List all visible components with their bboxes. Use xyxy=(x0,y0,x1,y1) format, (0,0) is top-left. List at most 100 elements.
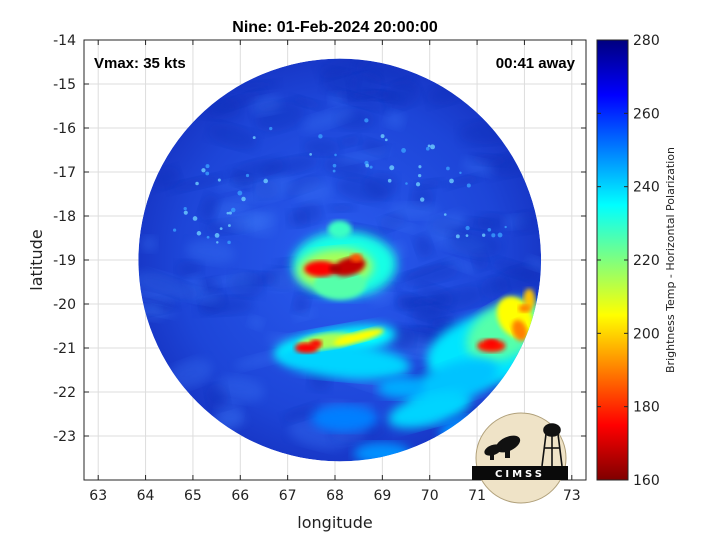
texture-speck xyxy=(415,182,421,187)
texture-speck xyxy=(205,164,210,169)
texture-speck xyxy=(231,207,236,213)
texture-speck xyxy=(206,235,210,239)
texture-patch xyxy=(416,179,444,189)
texture-speck xyxy=(332,169,336,173)
texture-patch xyxy=(247,316,264,330)
logo-text: CIMSS xyxy=(495,469,545,480)
texture-patch xyxy=(406,296,445,306)
texture-speck xyxy=(389,165,395,171)
x-tick-label: 71 xyxy=(468,488,486,504)
texture-patch xyxy=(185,239,236,265)
texture-patch xyxy=(292,294,310,314)
texture-patch xyxy=(331,90,388,112)
convection-blob xyxy=(377,376,425,399)
texture-patch xyxy=(410,186,434,209)
chart-title: Nine: 01-Feb-2024 20:00:00 xyxy=(232,19,438,36)
convection-blob xyxy=(327,220,352,238)
texture-speck xyxy=(172,228,177,232)
convection-blob xyxy=(313,268,366,300)
texture-patch xyxy=(228,158,285,183)
texture-speck xyxy=(369,165,373,169)
convection-blob xyxy=(304,260,338,277)
texture-speck xyxy=(405,182,408,185)
colorbar-ticks: 280 260 240 220 200 180 160 xyxy=(597,33,660,489)
texture-speck xyxy=(214,232,220,238)
texture-speck xyxy=(226,211,230,215)
texture-patch xyxy=(175,260,203,278)
texture-speck xyxy=(228,211,232,215)
feature-core-cold-cluster xyxy=(329,264,341,273)
feature-convection-northeast xyxy=(518,304,531,313)
texture-speck xyxy=(418,165,422,169)
texture-speck xyxy=(465,234,469,237)
x-tick-label: 69 xyxy=(373,488,391,504)
texture-patch xyxy=(291,96,322,109)
x-tick-label: 64 xyxy=(137,488,155,504)
logo-disc xyxy=(475,412,567,504)
texture-patch xyxy=(471,154,508,166)
texture-patch xyxy=(246,213,276,237)
texture-speck xyxy=(446,166,450,171)
texture-patch xyxy=(322,157,369,179)
y-tick-label: -19 xyxy=(53,253,76,269)
colorbar xyxy=(596,39,629,481)
texture-speck xyxy=(420,197,425,202)
convection-blob xyxy=(350,253,362,263)
texture-patch xyxy=(301,107,354,131)
texture-speck xyxy=(241,196,246,202)
y-ticks: -14 -15 -16 -17 -18 -19 -20 -21 -22 -23 xyxy=(53,33,586,445)
texture-patch xyxy=(525,257,542,273)
texture-patch xyxy=(282,404,319,423)
texture-speck xyxy=(192,216,198,221)
texture-speck xyxy=(459,171,462,175)
texture-patch xyxy=(302,139,341,156)
texture-speck xyxy=(219,227,223,231)
texture-speck xyxy=(332,163,337,168)
texture-patch xyxy=(335,148,392,164)
texture-speck xyxy=(430,144,436,150)
texture-patch xyxy=(423,212,467,239)
colorbar-tick-label: 200 xyxy=(633,326,660,342)
texture-speck xyxy=(365,163,370,168)
texture-speck xyxy=(227,240,231,245)
texture-patch xyxy=(208,123,259,150)
texture-patch xyxy=(389,202,440,220)
logo-dish-icon xyxy=(484,435,521,460)
colorbar-tick-label: 260 xyxy=(633,106,660,122)
texture-speck xyxy=(466,183,471,188)
y-axis-label: latitude xyxy=(27,229,46,290)
texture-patch xyxy=(199,194,219,221)
texture-patch xyxy=(414,234,433,259)
texture-patch xyxy=(349,72,382,97)
texture-patch xyxy=(206,383,229,410)
texture-patch xyxy=(142,304,162,313)
texture-speck xyxy=(237,190,243,196)
texture-patch xyxy=(402,264,460,286)
texture-patch xyxy=(339,135,361,147)
texture-patch xyxy=(287,209,309,228)
texture-speck xyxy=(217,178,221,182)
x-tick-label: 70 xyxy=(421,488,439,504)
texture-patch xyxy=(318,58,371,78)
texture-speck xyxy=(504,225,507,229)
texture-speck xyxy=(497,232,503,238)
texture-patch xyxy=(216,195,257,212)
texture-patch xyxy=(377,217,422,233)
texture-patch xyxy=(138,270,187,300)
y-tick-label: -17 xyxy=(53,165,76,181)
texture-speck xyxy=(318,134,323,139)
texture-speck xyxy=(205,171,210,176)
x-tick-label: 73 xyxy=(563,488,581,504)
texture-patch xyxy=(336,176,389,203)
texture-patch xyxy=(229,271,264,298)
cimss-logo: CIMSS xyxy=(472,412,568,504)
colorbar-tick-label: 160 xyxy=(633,473,660,489)
texture-speck xyxy=(482,233,486,237)
texture-patch xyxy=(233,351,287,370)
texture-speck xyxy=(252,136,256,140)
texture-speck xyxy=(487,227,492,232)
colorbar-tick-label: 280 xyxy=(633,33,660,49)
y-tick-label: -23 xyxy=(53,429,76,445)
texture-patch xyxy=(449,230,503,258)
